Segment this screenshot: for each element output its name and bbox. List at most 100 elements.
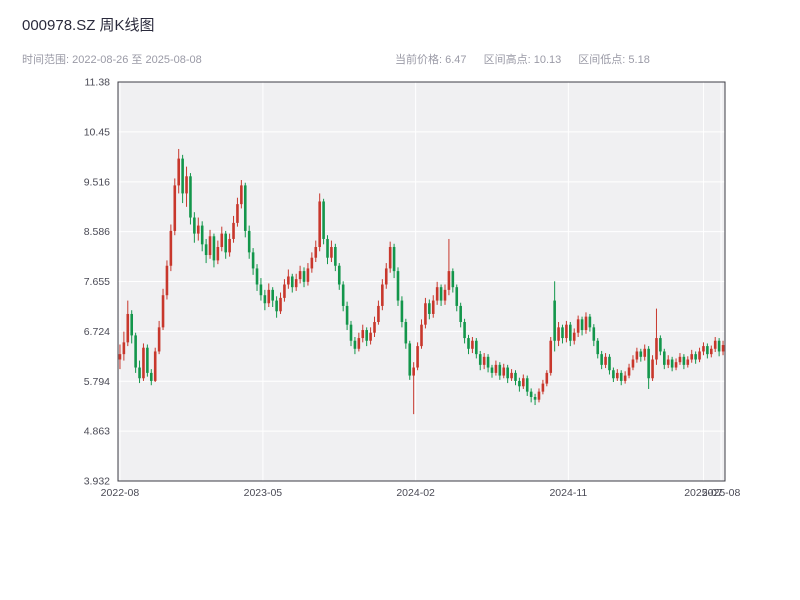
candle: [569, 324, 572, 341]
candle: [475, 340, 478, 355]
candle: [314, 247, 318, 258]
candle: [204, 244, 208, 256]
candle: [616, 372, 619, 379]
x-tick-label: 2024-02: [396, 487, 435, 499]
candle: [428, 303, 431, 314]
candle: [243, 185, 247, 231]
candle: [439, 287, 443, 301]
range-high-stat: 区间高点: 10.13: [483, 54, 562, 66]
range-low-stat: 区间低点: 5.18: [578, 54, 650, 66]
candle: [279, 297, 282, 312]
candle: [522, 378, 525, 387]
candle: [694, 354, 697, 360]
candle: [400, 300, 404, 322]
candle: [647, 348, 650, 379]
candle: [326, 238, 329, 258]
candle: [377, 305, 380, 322]
candle: [271, 289, 274, 301]
candle: [635, 351, 639, 360]
candle: [666, 359, 670, 365]
candle: [545, 372, 549, 384]
date-range-label: 时间范围: 2022-08-26 至 2025-08-08: [22, 54, 202, 66]
candle: [373, 322, 376, 333]
candle: [404, 322, 408, 344]
candle: [565, 324, 568, 339]
plot-border: [117, 81, 726, 482]
candle: [146, 347, 149, 373]
candle: [349, 324, 353, 341]
candle: [157, 327, 161, 352]
candle: [482, 356, 486, 365]
candle: [674, 362, 678, 368]
candle: [173, 185, 177, 231]
y-tick-label: 3.932: [84, 476, 110, 488]
candle: [706, 346, 709, 355]
candle: [580, 319, 584, 331]
candle: [592, 327, 596, 341]
candle: [529, 391, 533, 397]
candle: [193, 217, 196, 234]
candle: [471, 340, 474, 349]
candle: [604, 356, 607, 365]
candle: [169, 230, 173, 266]
candle: [608, 356, 611, 371]
x-tick-label: 2022-08: [101, 487, 140, 499]
candle: [702, 346, 705, 352]
candle: [298, 271, 302, 280]
candle: [572, 332, 576, 341]
candle: [420, 324, 423, 347]
candle: [294, 279, 298, 288]
candle: [670, 359, 674, 368]
y-tick-label: 8.586: [84, 226, 110, 238]
candle: [255, 268, 259, 285]
y-tick-label: 10.45: [84, 126, 110, 138]
candle: [142, 347, 145, 379]
candle: [467, 338, 470, 349]
candle: [337, 265, 341, 285]
x-tick-label: 2023-05: [244, 487, 283, 499]
candle: [651, 359, 654, 379]
y-tick-label: 6.724: [84, 326, 110, 338]
candle: [259, 284, 263, 296]
candle: [322, 201, 325, 239]
candle: [721, 345, 725, 352]
candle: [435, 287, 439, 301]
candle: [381, 284, 384, 306]
page-title: 000978.SZ 周K线图: [22, 17, 155, 34]
candle: [596, 340, 600, 355]
candle: [134, 335, 137, 368]
candle: [396, 271, 400, 301]
candle: [232, 222, 235, 239]
candle: [330, 247, 333, 258]
candle: [165, 265, 169, 296]
candle: [247, 230, 251, 253]
current-price-stat: 当前价格: 6.47: [395, 54, 467, 66]
y-tick-label: 7.655: [84, 276, 110, 288]
candle: [267, 289, 271, 304]
candle: [584, 316, 588, 331]
candle: [510, 372, 513, 379]
candle: [541, 383, 545, 392]
candle: [302, 271, 306, 282]
candle: [388, 247, 392, 269]
candle: [659, 338, 662, 352]
candle: [240, 185, 243, 205]
candle: [525, 378, 529, 392]
y-tick-label: 4.863: [84, 426, 110, 438]
candle: [498, 364, 502, 376]
candle: [451, 271, 455, 288]
candle: [357, 338, 361, 349]
candle: [518, 380, 521, 387]
candle: [153, 351, 157, 381]
candle: [443, 289, 447, 301]
candle: [369, 332, 372, 341]
x-tick-label: 2025-07: [684, 487, 723, 499]
candle: [208, 236, 212, 256]
candle: [682, 356, 686, 365]
candle: [392, 247, 396, 272]
candle: [251, 252, 255, 269]
candle: [709, 348, 713, 355]
candle: [478, 354, 482, 365]
candle: [623, 375, 627, 381]
